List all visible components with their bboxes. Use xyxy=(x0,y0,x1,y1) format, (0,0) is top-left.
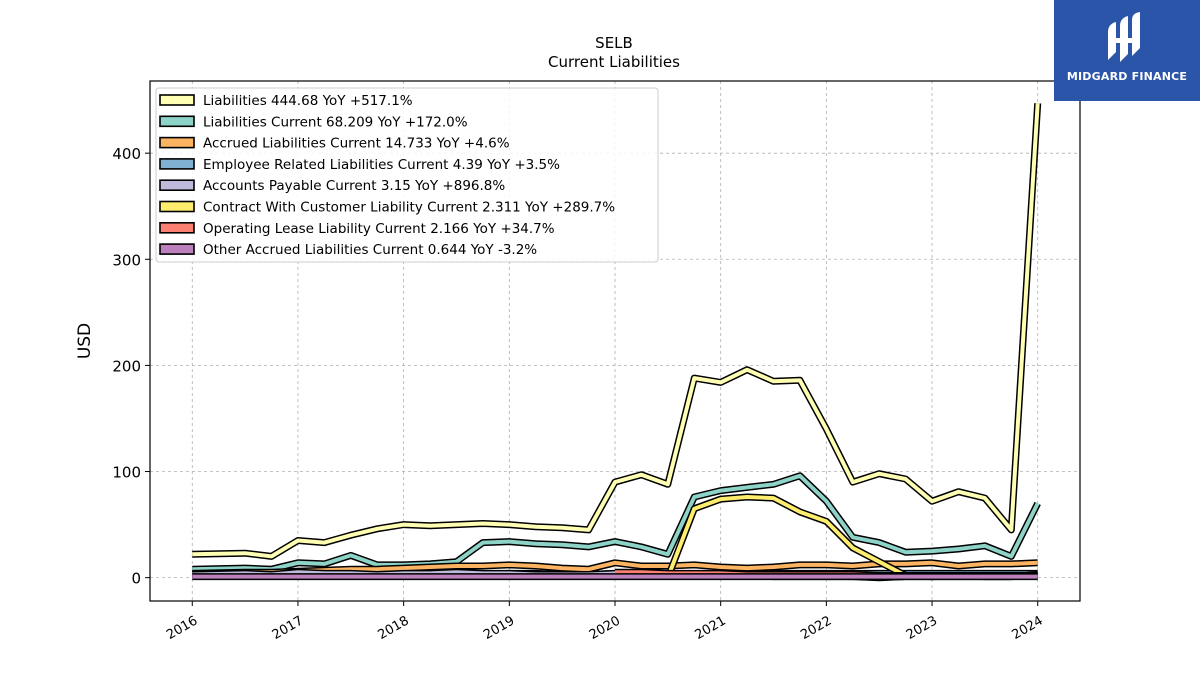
legend-box xyxy=(155,87,659,263)
legend-swatch xyxy=(159,94,195,106)
legend-swatch xyxy=(159,243,195,255)
chart-title: SELB xyxy=(595,34,633,52)
x-tick-label: 2017 xyxy=(270,613,306,643)
series-line xyxy=(192,473,1040,572)
legend-label: Employee Related Liabilities Current 4.3… xyxy=(203,157,560,173)
series-line xyxy=(192,560,1038,576)
x-tick-label: 2021 xyxy=(693,613,729,643)
legend-swatch xyxy=(159,136,195,149)
legend-swatch xyxy=(159,115,195,128)
series-line xyxy=(192,103,1040,559)
legend: Liabilities 444.68 YoY +517.1% Liabilitie… xyxy=(155,87,659,263)
x-tick-label: 2024 xyxy=(1010,613,1046,643)
legend-swatch xyxy=(159,179,195,191)
brand-name: MIDGARD FINANCE xyxy=(1066,70,1188,83)
x-tick-label: 2023 xyxy=(904,613,940,643)
legend-label: Other Accrued Liabilities Current 0.644 … xyxy=(203,242,537,258)
brand-logo: MIDGARD FINANCE xyxy=(1054,0,1200,101)
legend-label: Accrued Liabilities Current 14.733 YoY +… xyxy=(203,136,510,152)
y-tick-label: 300 xyxy=(112,251,141,269)
legend-swatch xyxy=(159,222,195,234)
legend-swatch xyxy=(159,200,195,213)
legend-label: Accounts Payable Current 3.15 YoY +896.8… xyxy=(203,178,505,194)
x-tick-label: 2019 xyxy=(481,613,517,643)
legend-swatch xyxy=(159,158,195,170)
y-axis-label: USD xyxy=(75,323,95,359)
legend-label: Liabilities 444.68 YoY +517.1% xyxy=(203,93,413,109)
legend-label: Contract With Customer Liability Current… xyxy=(203,200,615,216)
chart-subtitle: Current Liabilities xyxy=(548,53,680,71)
legend-label: Liabilities Current 68.209 YoY +172.0% xyxy=(203,114,468,130)
x-tick-label: 2018 xyxy=(375,613,411,643)
x-tick-label: 2022 xyxy=(798,613,834,643)
y-tick-label: 100 xyxy=(112,464,141,482)
legend-label: Operating Lease Liability Current 2.166 … xyxy=(203,221,555,237)
y-tick-label: 0 xyxy=(131,570,141,588)
series-lines xyxy=(192,103,1042,582)
logo-icon xyxy=(1108,12,1140,62)
y-tick-label: 400 xyxy=(112,145,141,163)
x-tick-label: 2020 xyxy=(587,613,623,643)
y-tick-label: 200 xyxy=(112,357,141,375)
x-tick-label: 2016 xyxy=(164,613,200,643)
